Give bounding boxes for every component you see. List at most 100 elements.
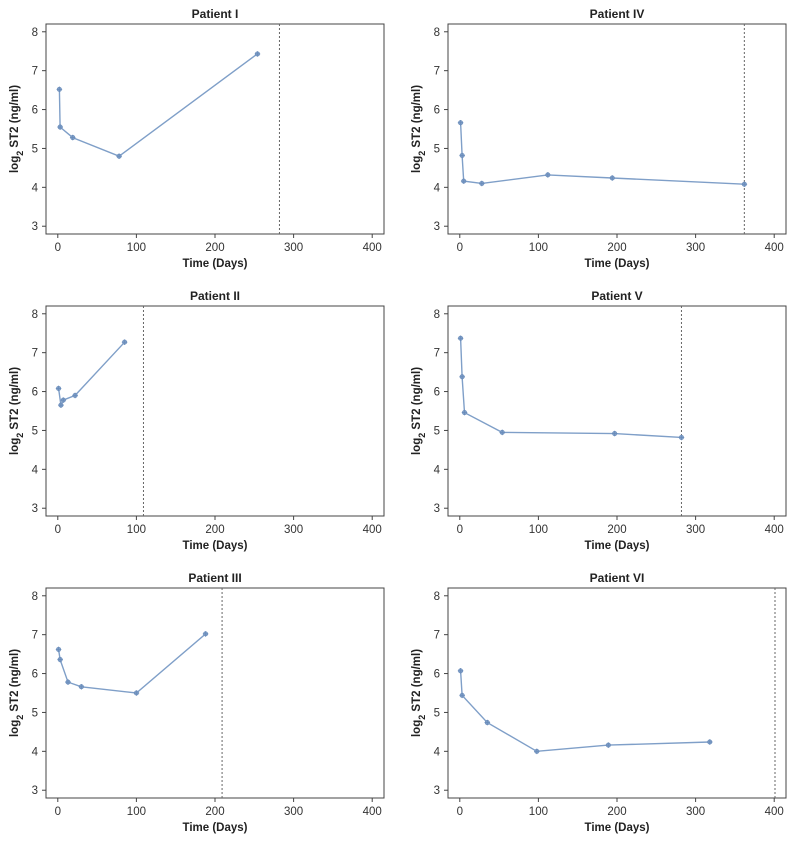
series-line [459,122,745,185]
series-line [459,670,710,753]
y-tick-label: 4 [32,464,39,476]
chart-svg: Patient II 0 100 200 300 400 3 4 5 6 7 8 Time (Days)… [9,289,385,552]
y-tick-label: 8 [434,591,440,603]
plot-frame [447,23,787,235]
data-point [55,646,62,653]
x-tick-label: 0 [457,242,463,254]
data-point [678,434,685,441]
x-tick-label: 300 [686,242,705,254]
data-point [78,683,85,690]
data-point [741,181,748,188]
y-tick-label: 3 [32,221,38,233]
x-tick-label: 0 [457,806,463,818]
y-axis-label: log2 ST2 (ng/ml) [411,649,427,737]
y-tick-label: 4 [434,464,441,476]
y-tick-label: 5 [32,425,38,437]
y-tick-label: 4 [32,746,39,758]
y-tick-label: 4 [434,182,441,194]
y-tick-label: 5 [32,707,38,719]
x-tick-label: 400 [765,806,784,818]
data-point [133,690,140,696]
x-tick-label: 200 [205,242,224,254]
x-axis-label: Time (Days) [585,258,650,270]
chart-svg: Patient I 0 100 200 300 400 3 4 5 6 7 8 Time (Days) l… [9,7,385,270]
y-tick-label: 4 [32,182,39,194]
y-tick-label: 8 [434,27,440,39]
x-tick-label: 300 [284,242,303,254]
x-tick-label: 400 [363,806,382,818]
data-point [460,178,467,184]
x-tick-label: 100 [127,242,146,254]
y-tick-label: 5 [434,143,440,155]
y-axis-label: log2 ST2 (ng/ml) [9,649,25,737]
x-tick-label: 200 [607,524,626,536]
x-tick-label: 100 [127,524,146,536]
chart-title: Patient VI [590,571,645,585]
x-tick-label: 300 [686,806,705,818]
y-axis-label: log2 ST2 (ng/ml) [411,85,427,173]
series-line [459,338,682,439]
chart-svg: Patient VI 0 100 200 300 400 3 4 5 6 7 8 Time (Days)… [411,571,787,834]
data-point [65,679,71,685]
x-tick-label: 400 [363,524,382,536]
data-point [461,409,468,416]
data-point [457,668,464,674]
x-tick-label: 100 [127,806,146,818]
chart-title: Patient IV [590,7,645,21]
data-point [58,402,64,408]
x-tick-label: 400 [765,524,784,536]
y-tick-label: 7 [32,348,38,360]
data-point [499,429,506,436]
y-tick-label: 4 [434,746,441,758]
data-point [611,430,618,437]
x-tick-label: 0 [457,524,463,536]
plot-frame [45,23,385,235]
data-point [121,339,128,345]
y-tick-label: 8 [32,591,38,603]
x-axis-label: Time (Days) [183,258,248,270]
x-tick-label: 0 [55,242,61,254]
data-point [459,373,465,380]
series-line [57,633,207,694]
y-tick-label: 7 [434,66,440,78]
x-tick-label: 100 [529,806,548,818]
y-tick-label: 8 [32,309,38,321]
x-tick-label: 0 [55,806,61,818]
x-tick-label: 200 [607,242,626,254]
y-tick-label: 3 [32,503,38,515]
x-tick-label: 200 [205,524,224,536]
data-point [72,392,78,399]
y-tick-label: 6 [32,669,38,681]
chart-svg: Patient V 0 100 200 300 400 3 4 5 6 7 8 Time (Days) l… [411,289,787,552]
data-point [69,134,76,141]
chart-title: Patient II [190,289,240,303]
x-tick-label: 0 [55,524,61,536]
y-tick-label: 5 [434,425,440,437]
y-axis-label: log2 ST2 (ng/ml) [9,85,25,173]
plot-frame [447,587,787,799]
data-point [484,719,491,726]
y-tick-label: 6 [434,669,440,681]
plot-frame [447,305,787,517]
y-tick-label: 7 [32,630,38,642]
data-point [459,692,465,699]
data-point [605,742,612,748]
y-tick-label: 7 [434,348,440,360]
x-tick-label: 100 [529,524,548,536]
data-point [479,180,485,187]
y-tick-label: 6 [434,105,440,117]
data-point [254,51,261,57]
data-point [60,397,67,403]
data-point [609,175,616,181]
y-tick-label: 3 [434,221,440,233]
chart-svg: Patient III 0 100 200 300 400 3 4 5 6 7 8 Time (Days… [9,571,385,834]
y-tick-label: 5 [434,707,440,719]
x-axis-label: Time (Days) [183,540,248,552]
data-point [459,152,465,159]
chart-title: Patient III [188,571,241,585]
y-axis-label: log2 ST2 (ng/ml) [411,367,427,455]
y-axis-label: log2 ST2 (ng/ml) [9,367,25,455]
plot-frame [45,587,385,799]
x-tick-label: 200 [607,806,626,818]
